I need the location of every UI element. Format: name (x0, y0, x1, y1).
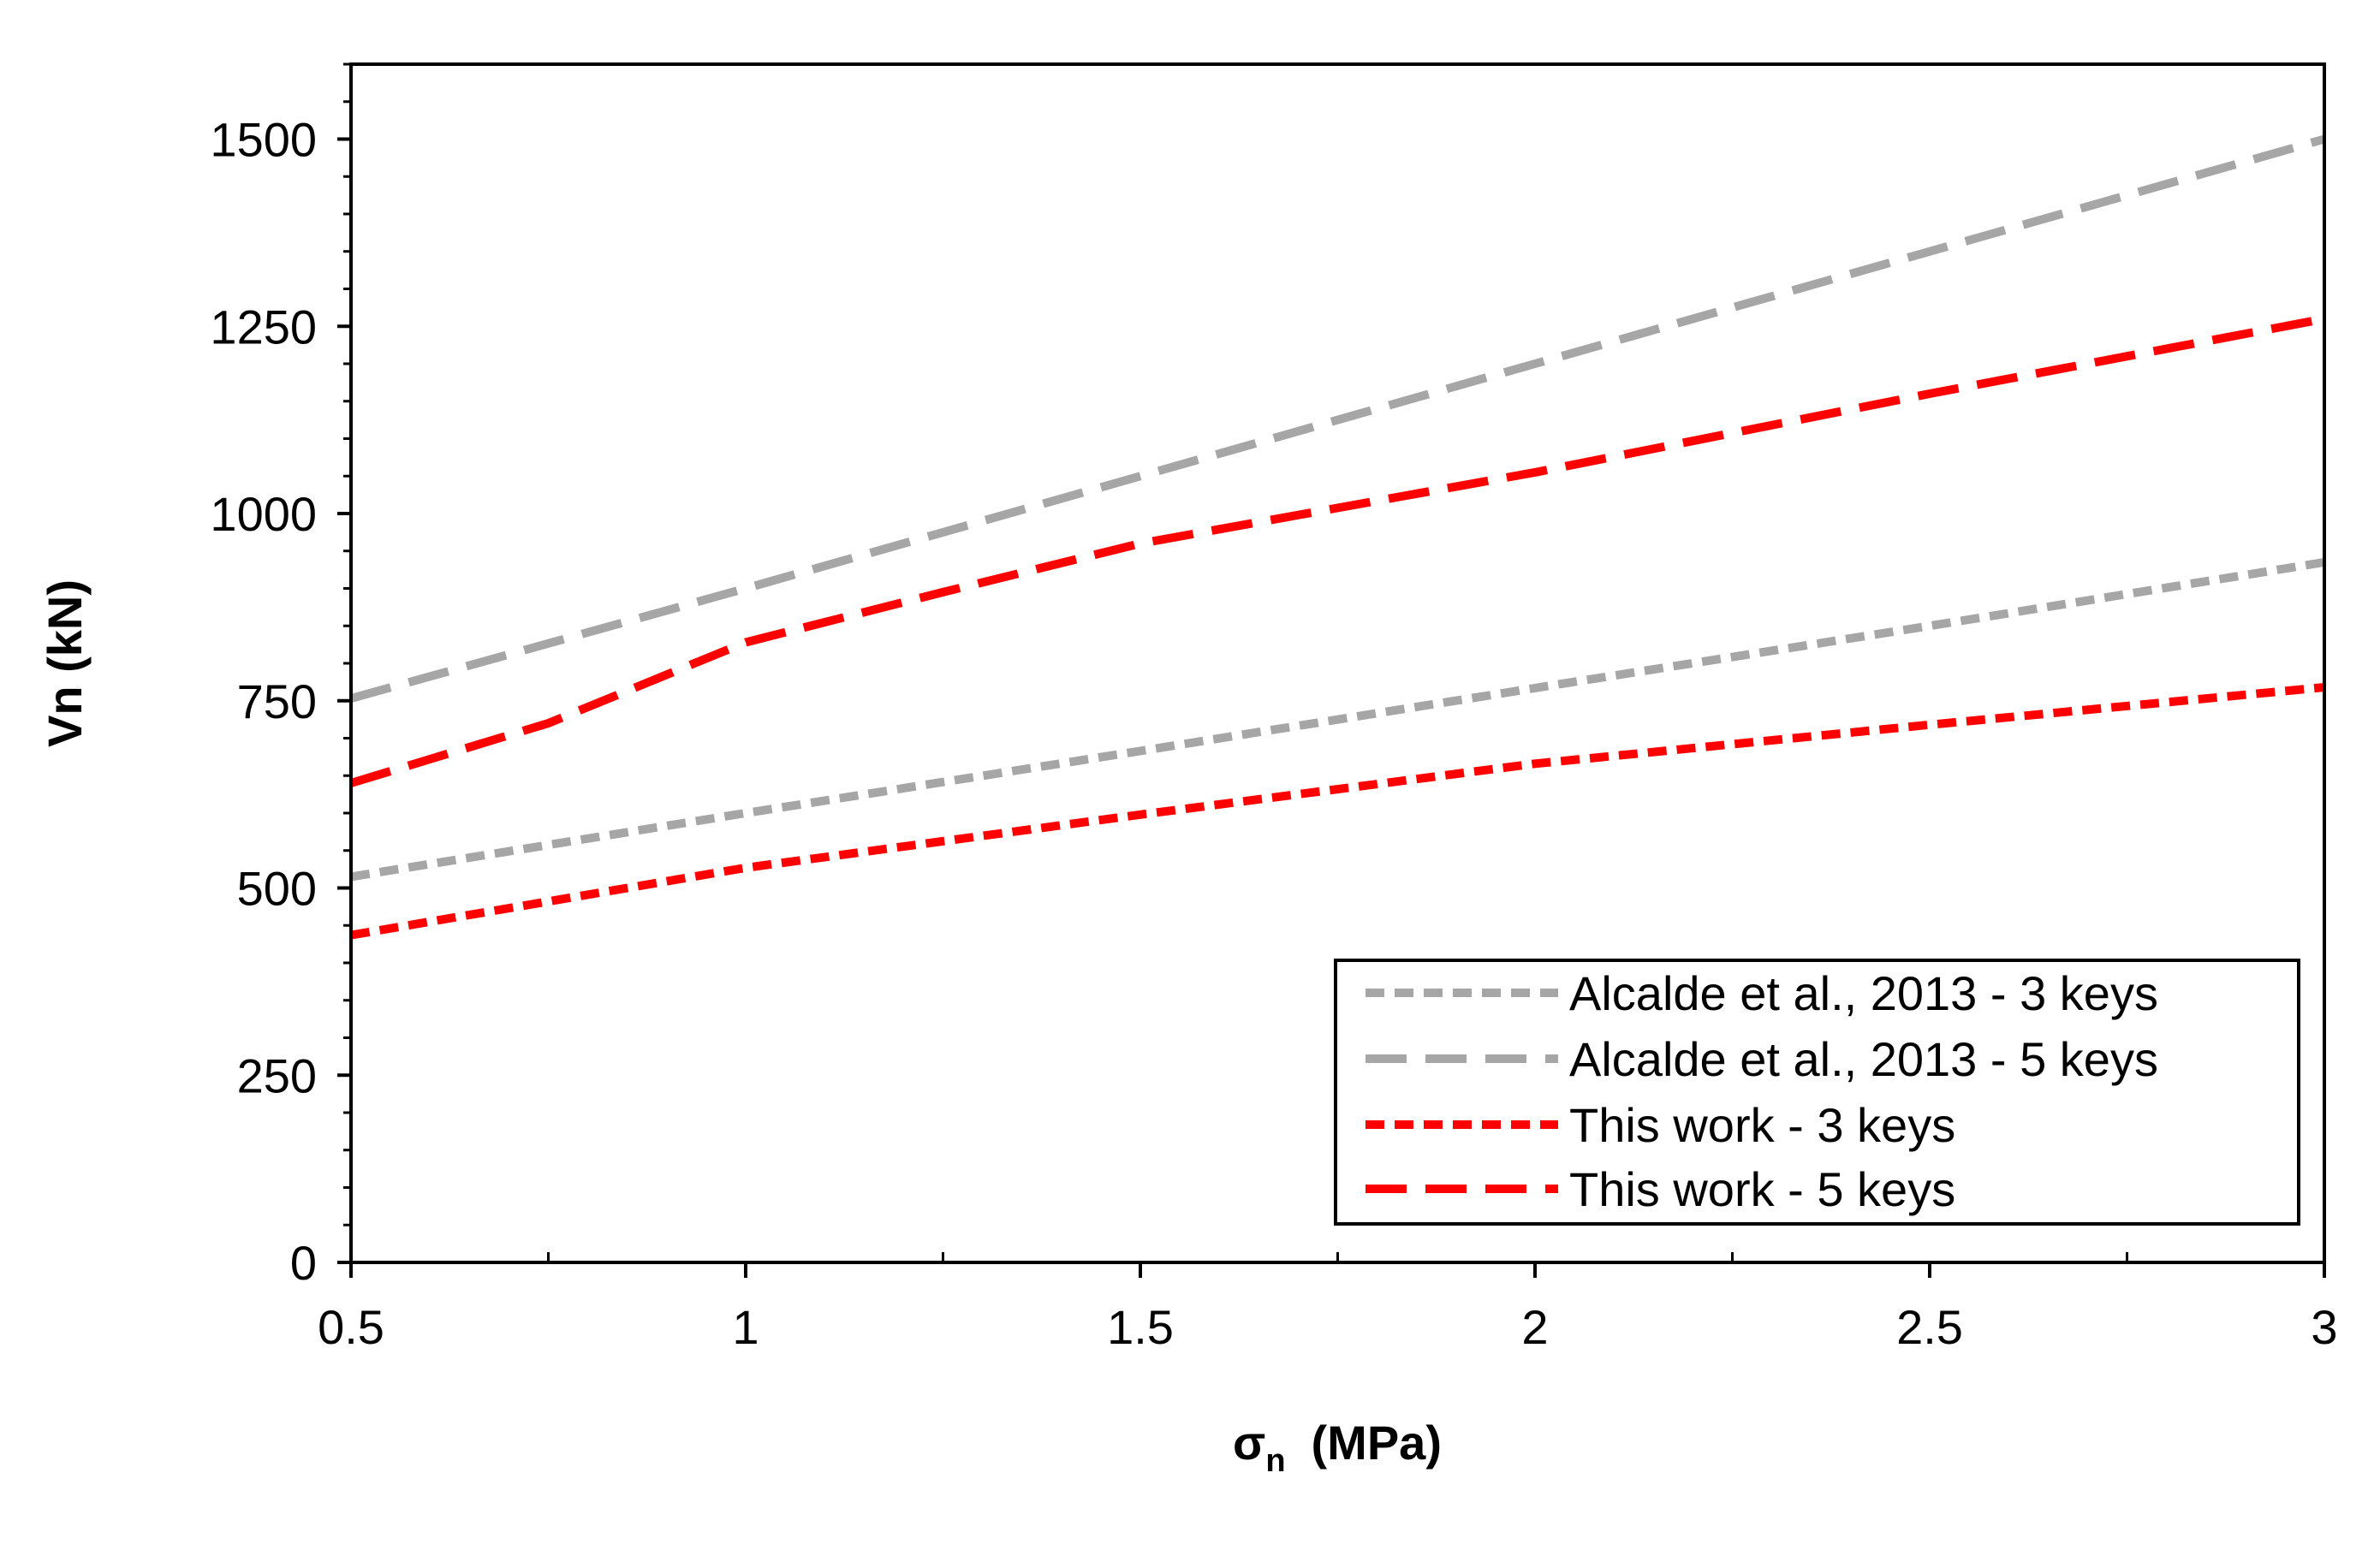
x-axis-title-subscript: n (1265, 1443, 1285, 1479)
y-tick-label: 250 (237, 1048, 317, 1102)
x-axis-title-units: (MPa) (1312, 1416, 1442, 1470)
series-line-2 (349, 134, 2326, 703)
legend-label-3: This work - 3 keys (1569, 1098, 1955, 1152)
series-line-3 (350, 683, 2325, 940)
y-tick-label: 0 (290, 1236, 317, 1290)
y-axis-title: Vn (kN) (38, 579, 92, 747)
series-line-4 (349, 314, 2325, 787)
x-tick-label: 1.5 (1107, 1300, 1174, 1354)
legend: Alcalde et al., 2013 - 3 keys Alcalde et … (1334, 959, 2300, 1226)
axis-ticks: 0 250 500 750 1000 1250 1500 0.5 1 1.5 2 2.5 3 (210, 62, 2338, 1354)
y-tick-label: 500 (237, 862, 317, 916)
y-tick-label: 750 (237, 674, 317, 728)
y-tick-label: 1000 (210, 487, 317, 541)
legend-label-4: This work - 5 keys (1569, 1162, 1955, 1216)
series-line-1 (350, 557, 2325, 882)
x-tick-label: 0.5 (318, 1300, 384, 1354)
x-tick-label: 1 (732, 1300, 759, 1354)
x-tick-label: 2.5 (1896, 1300, 1963, 1354)
legend-label-1: Alcalde et al., 2013 - 3 keys (1569, 966, 2158, 1020)
x-tick-label: 3 (2311, 1300, 2337, 1354)
y-tick-label: 1500 (210, 113, 317, 167)
x-tick-label: 2 (1521, 1300, 1548, 1354)
x-axis-title: σn (MPa) (1233, 1416, 1442, 1479)
y-tick-label: 1250 (210, 300, 317, 353)
legend-box (1334, 959, 2300, 1226)
x-axis-title-symbol: σ (1233, 1416, 1265, 1470)
legend-label-2: Alcalde et al., 2013 - 5 keys (1569, 1032, 2158, 1086)
series-layer (349, 134, 2326, 940)
